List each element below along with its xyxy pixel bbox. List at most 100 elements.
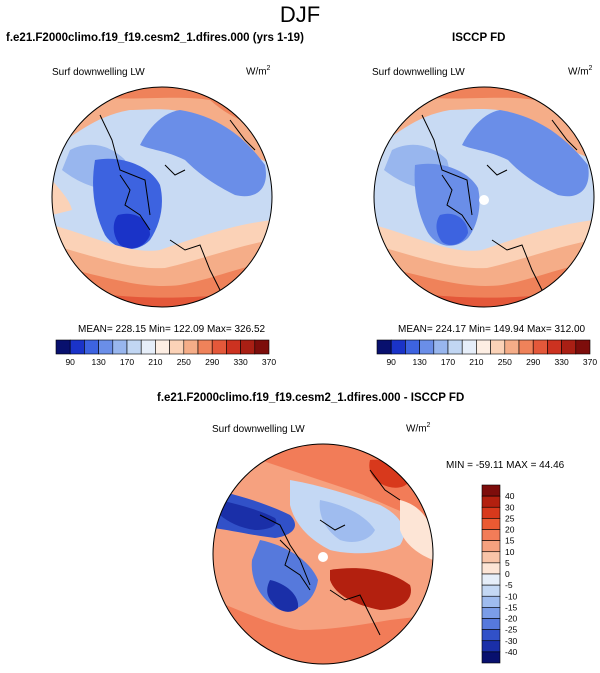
season-title: DJF <box>279 2 321 27</box>
colorbar-model-tick-label: 170 <box>120 357 134 367</box>
colorbar-model-swatch <box>211 339 227 355</box>
colorbar-diff-swatch <box>481 506 501 519</box>
colorbar-diff-swatch <box>481 651 501 664</box>
map-diff-border <box>212 443 434 665</box>
colorbar-diff-swatch <box>481 595 501 608</box>
colorbar-obs-swatch <box>433 339 449 355</box>
panel1-units: W/m2 <box>246 65 271 78</box>
colorbar-model-swatch <box>98 339 114 355</box>
colorbar-model-swatch <box>84 339 99 355</box>
colorbar-model-swatch <box>140 339 156 355</box>
map-obs-border <box>373 86 595 308</box>
colorbar-model-swatch <box>55 339 71 355</box>
colorbar-diff-tick-label: -15 <box>505 602 518 612</box>
colorbar-obs-tick-label: 130 <box>413 357 427 367</box>
colorbar-model-tick-label: 250 <box>177 357 191 367</box>
colorbar-diff-swatch <box>481 518 501 530</box>
panel2-stats: MEAN= 224.17 Min= 149.94 Max= 312.00 <box>398 324 586 335</box>
colorbar-model-swatch <box>169 339 185 355</box>
colorbar-diff-swatch <box>481 584 501 597</box>
colorbar-obs-swatch <box>447 339 463 355</box>
colorbar-diff-swatch <box>481 551 501 564</box>
colorbar-obs-swatch <box>547 339 562 355</box>
colorbar-diff-swatch <box>481 540 501 553</box>
colorbar-diff-swatch <box>481 484 501 497</box>
colorbar-obs-tick-label: 170 <box>441 357 455 367</box>
colorbar-model-swatch <box>183 339 199 355</box>
colorbar-model-swatch <box>226 339 241 355</box>
map-model <box>52 87 272 307</box>
panel2-variable: Surf downwelling LW <box>372 67 465 78</box>
colorbar-diff-tick-label: -30 <box>505 636 518 646</box>
panel1-variable: Surf downwelling LW <box>52 67 145 78</box>
colorbar-diff-tick-label: 5 <box>505 558 510 568</box>
colorbar-model-tick-label: 330 <box>234 357 248 367</box>
colorbar-obs-tick-label: 90 <box>386 357 396 367</box>
colorbar-diff-swatch <box>481 607 501 619</box>
colorbar-obs-tick-label: 210 <box>469 357 483 367</box>
colorbar-obs-swatch <box>461 339 477 355</box>
colorbar-model-swatch <box>197 339 213 355</box>
diff-variable: Surf downwelling LW <box>212 424 305 435</box>
panel2-units: W/m2 <box>568 65 593 78</box>
panel1-stats: MEAN= 228.15 Min= 122.09 Max= 326.52 <box>78 324 266 335</box>
colorbar-diff-tick-label: 10 <box>505 547 515 557</box>
colorbar-model-swatch <box>155 339 170 355</box>
panel2-title: ISCCP FD <box>452 32 506 44</box>
diff-title: f.e21.F2000climo.f19_f19.cesm2_1.dfires.… <box>157 392 465 404</box>
colorbar-model-swatch <box>112 339 128 355</box>
colorbar-diff-tick-label: 30 <box>505 502 515 512</box>
colorbar-obs-tick-label: 290 <box>526 357 540 367</box>
colorbar-diff-swatch <box>481 640 501 653</box>
colorbar-obs-swatch <box>561 339 577 355</box>
colorbar-diff-swatch <box>481 562 501 575</box>
colorbar-diff-tick-label: 25 <box>505 513 515 523</box>
colorbar-obs-swatch <box>490 339 506 355</box>
colorbar-model-tick-label: 290 <box>205 357 219 367</box>
colorbar-diff-swatch <box>481 629 501 642</box>
colorbar-obs-swatch <box>532 339 548 355</box>
colorbar-model-swatch <box>126 339 142 355</box>
colorbar-diff-tick-label: -20 <box>505 614 518 624</box>
colorbar-model: 90 130 170 210 250 290 330 370 <box>55 339 276 367</box>
colorbar-diff-tick-label: -25 <box>505 625 518 635</box>
colorbar-obs-swatch <box>504 339 520 355</box>
colorbar-diff-swatch <box>481 618 501 630</box>
colorbar-obs-swatch <box>419 339 435 355</box>
colorbar-model-swatch <box>254 339 270 355</box>
colorbar-model-tick-label: 90 <box>65 357 75 367</box>
colorbar-obs-swatch <box>405 339 420 355</box>
colorbar-diff-tick-label: 40 <box>505 491 515 501</box>
colorbar-diff-swatch <box>481 529 501 541</box>
colorbar-obs: 90 130 170 210 250 290 330 370 <box>376 339 597 367</box>
colorbar-model-tick-label: 130 <box>92 357 106 367</box>
colorbar-diff-tick-label: 0 <box>505 569 510 579</box>
colorbar-model-tick-label: 370 <box>262 357 276 367</box>
colorbar-model-swatch <box>69 339 85 355</box>
colorbar-obs-tick-label: 250 <box>498 357 512 367</box>
colorbar-diff-tick-label: -40 <box>505 647 518 657</box>
colorbar-obs-swatch <box>575 339 591 355</box>
colorbar-obs-tick-label: 330 <box>555 357 569 367</box>
colorbar-obs-swatch <box>518 339 534 355</box>
diff-stats: MIN = -59.11 MAX = 44.46 <box>446 460 565 471</box>
colorbar-diff-swatch <box>481 573 501 586</box>
colorbar-diff-swatch <box>481 495 501 508</box>
colorbar-diff-tick-label: -5 <box>505 580 513 590</box>
diff-units: W/m2 <box>406 422 431 435</box>
map-model-border <box>51 86 273 308</box>
map-diff <box>213 444 433 664</box>
panel1-title: f.e21.F2000climo.f19_f19.cesm2_1.dfires.… <box>6 32 304 44</box>
colorbar-obs-swatch <box>390 339 406 355</box>
colorbar-model-tick-label: 210 <box>148 357 162 367</box>
colorbar-diff-tick-label: -10 <box>505 591 518 601</box>
colorbar-model-swatch <box>240 339 256 355</box>
colorbar-obs-tick-label: 370 <box>583 357 597 367</box>
colorbar-obs-swatch <box>476 339 491 355</box>
colorbar-diff-tick-label: 20 <box>505 525 515 535</box>
colorbar-diff-tick-label: 15 <box>505 536 515 546</box>
colorbar-obs-swatch <box>376 339 392 355</box>
map-obs <box>374 87 594 307</box>
